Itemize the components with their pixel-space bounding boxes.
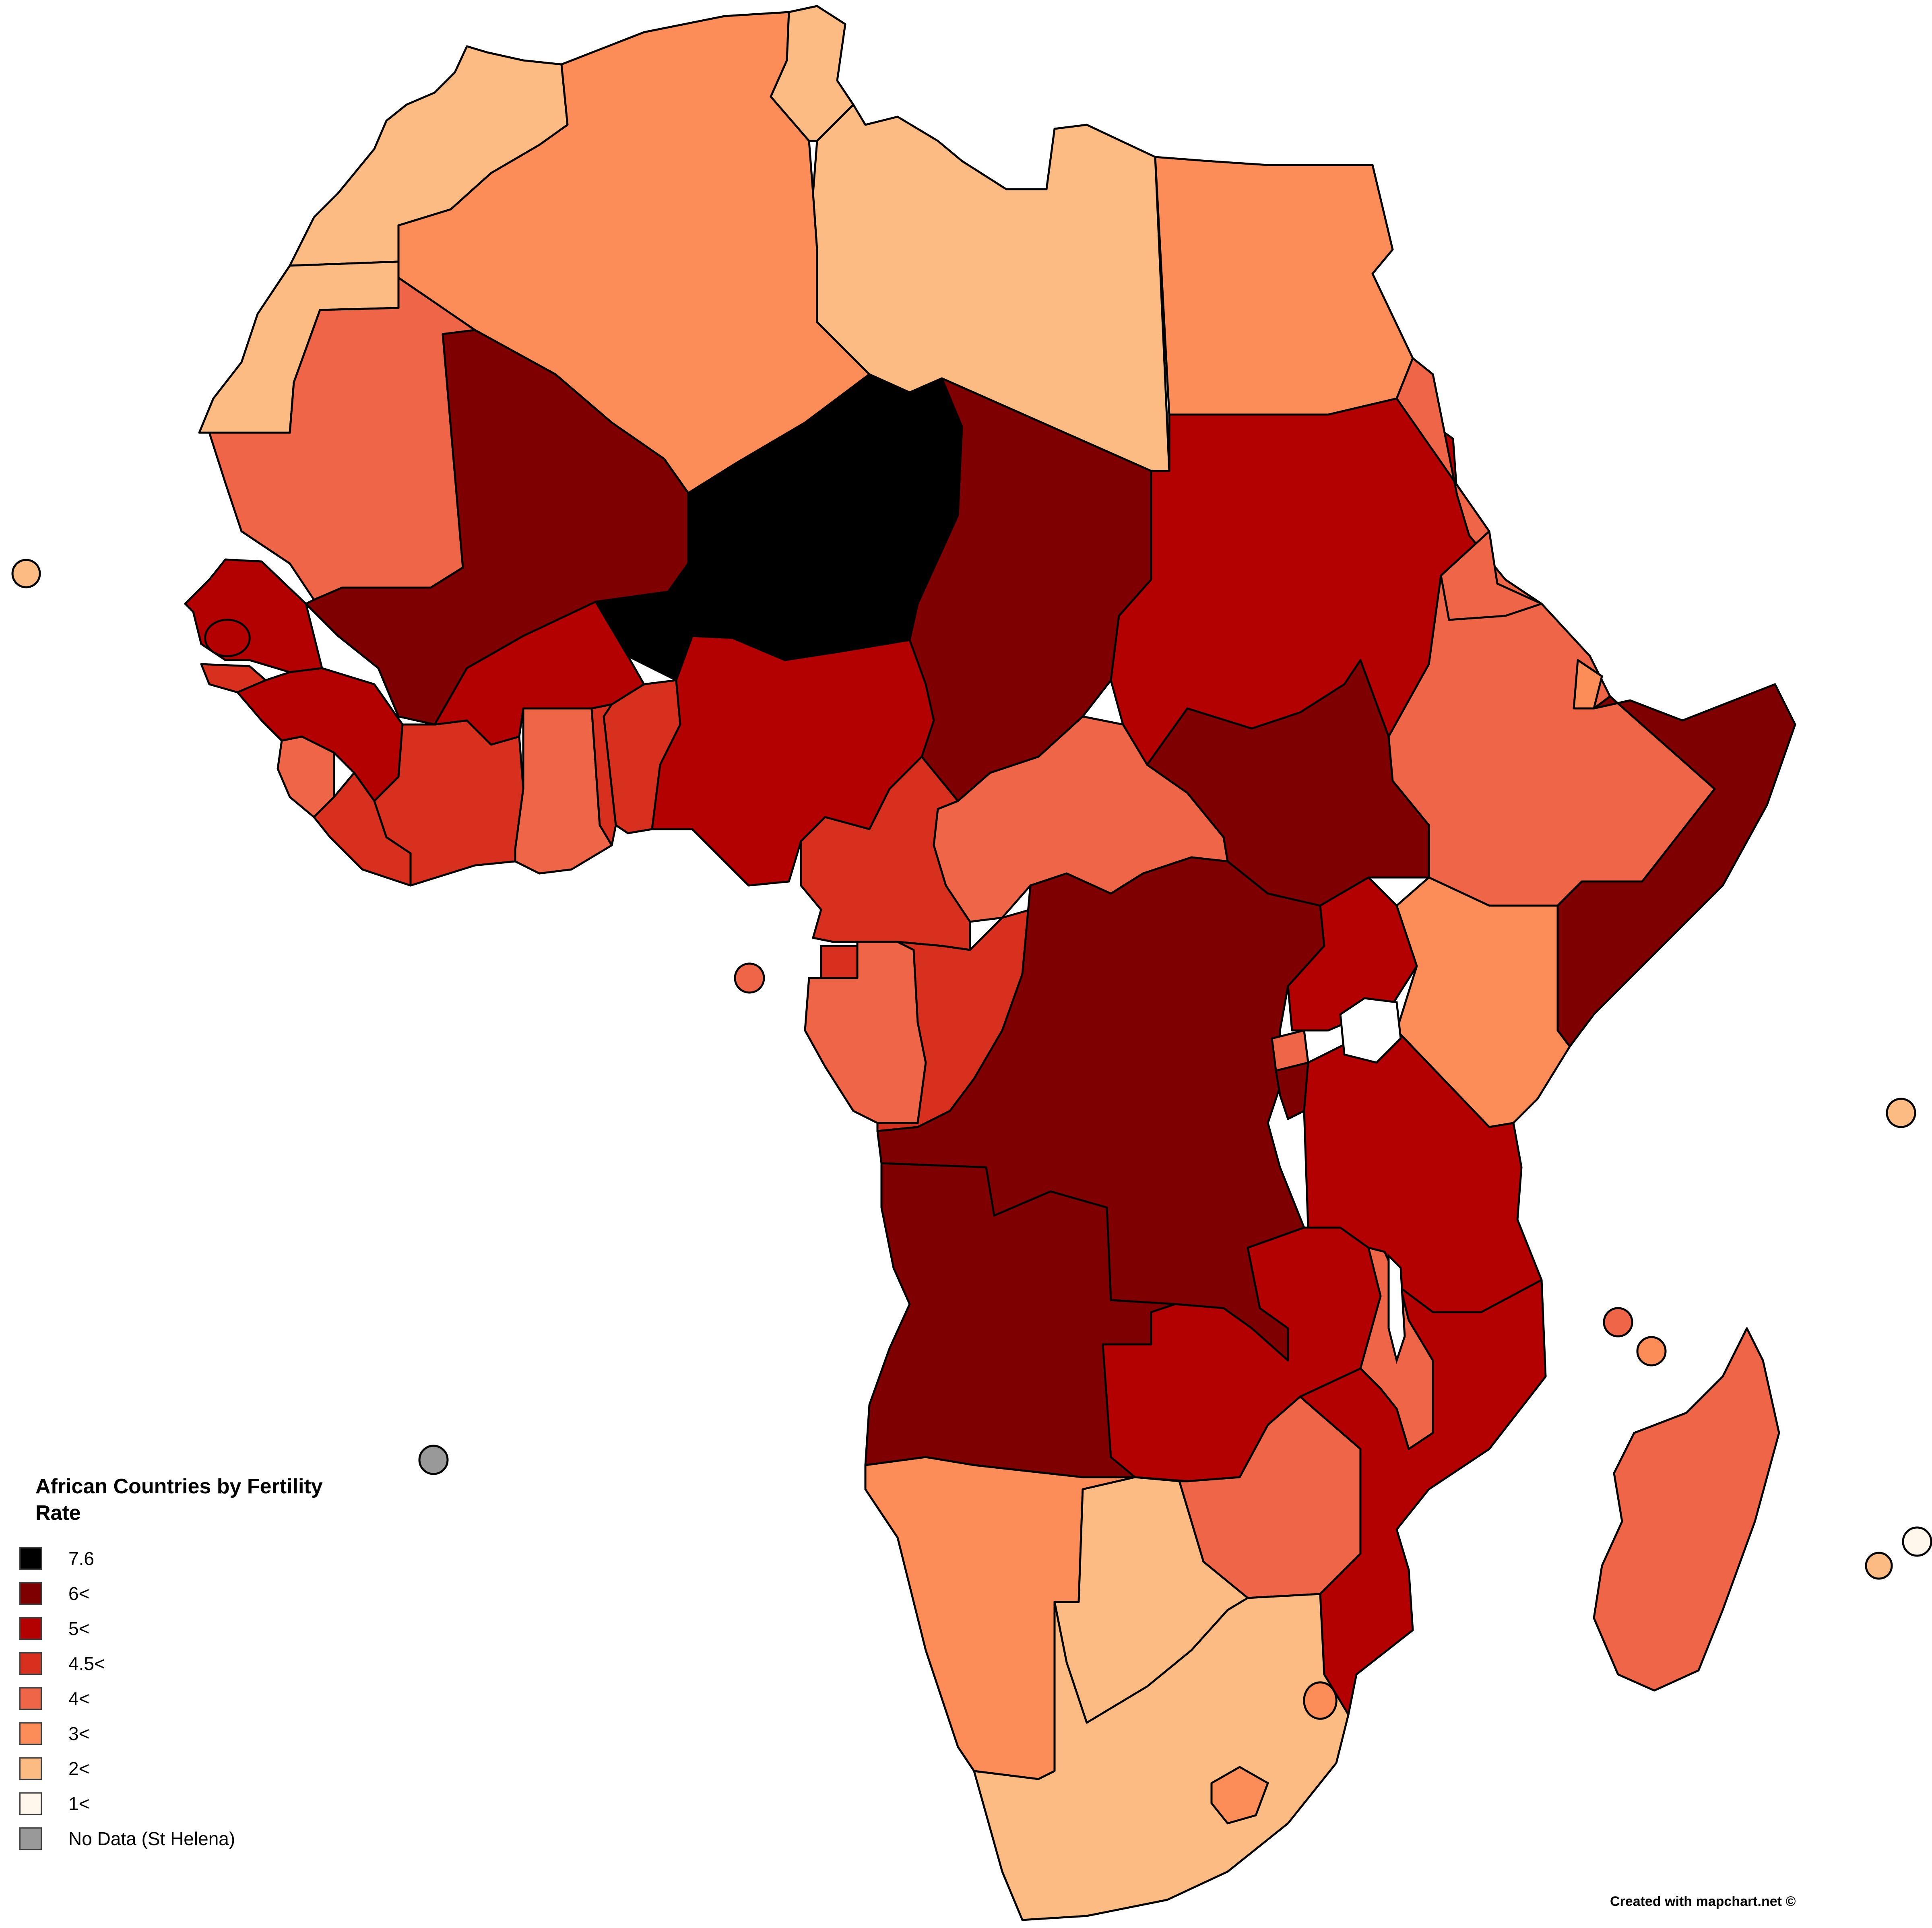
legend-title: African Countries by Fertility Rate (35, 1475, 323, 1525)
legend-item: 5< (19, 1611, 382, 1646)
country-st-helena[interactable] (418, 1445, 449, 1475)
legend-item: 6< (19, 1576, 382, 1611)
legend-swatch (19, 1827, 42, 1850)
country-south-africa[interactable] (973, 1593, 1350, 1921)
country-kenya[interactable] (1395, 876, 1571, 1128)
legend: African Countries by Fertility Rate 7.6 … (19, 1473, 382, 1856)
legend-label: 7.6 (68, 1548, 94, 1569)
legend-label: 4.5< (68, 1653, 105, 1674)
lake-malawi (1387, 1253, 1406, 1364)
country-sao-tome[interactable] (734, 962, 765, 994)
country-burundi[interactable] (1275, 1061, 1309, 1120)
legend-swatch (19, 1757, 42, 1780)
country-eswatini[interactable] (1303, 1681, 1338, 1720)
legend-label: 2< (68, 1758, 90, 1779)
legend-item: 7.6 (19, 1541, 382, 1576)
country-cape-verde[interactable] (11, 559, 41, 588)
country-libya[interactable] (812, 103, 1170, 472)
legend-item: 1< (19, 1786, 382, 1821)
legend-swatch (19, 1582, 42, 1605)
country-lesotho[interactable] (1210, 1766, 1269, 1825)
country-comoros[interactable] (1603, 1307, 1633, 1338)
legend-swatch (19, 1722, 42, 1745)
legend-item: 2< (19, 1751, 382, 1786)
legend-item: 4< (19, 1681, 382, 1716)
credit-text: Created with mapchart.net © (1610, 1894, 1796, 1909)
legend-label: 1< (68, 1793, 90, 1814)
legend-label: 3< (68, 1723, 90, 1744)
lake-victoria (1339, 997, 1402, 1064)
country-madagascar[interactable] (1593, 1327, 1780, 1692)
country-gambia[interactable] (204, 619, 251, 657)
country-egypt[interactable] (1154, 156, 1414, 416)
legend-swatch (19, 1547, 42, 1570)
country-seychelles[interactable] (1886, 1098, 1916, 1128)
legend-swatch (19, 1792, 42, 1815)
legend-swatch (19, 1617, 42, 1640)
country-eritrea[interactable] (1440, 530, 1543, 621)
legend-swatch (19, 1687, 42, 1710)
country-equatorial-guinea[interactable] (820, 945, 859, 979)
legend-swatch (19, 1652, 42, 1675)
country-mauritius[interactable] (1902, 1526, 1932, 1557)
legend-item: No Data (St Helena) (19, 1821, 382, 1856)
country-ethiopia[interactable] (1387, 357, 1716, 907)
country-mayotte[interactable] (1636, 1336, 1667, 1367)
country-reunion[interactable] (1865, 1552, 1893, 1580)
country-mauritania[interactable] (208, 277, 476, 601)
legend-label: 4< (68, 1688, 90, 1709)
legend-label: No Data (St Helena) (68, 1828, 235, 1849)
legend-item: 3< (19, 1716, 382, 1751)
legend-label: 5< (68, 1618, 90, 1639)
legend-label: 6< (68, 1583, 90, 1604)
country-somalia[interactable] (1556, 683, 1796, 1048)
legend-item: 4.5< (19, 1646, 382, 1681)
